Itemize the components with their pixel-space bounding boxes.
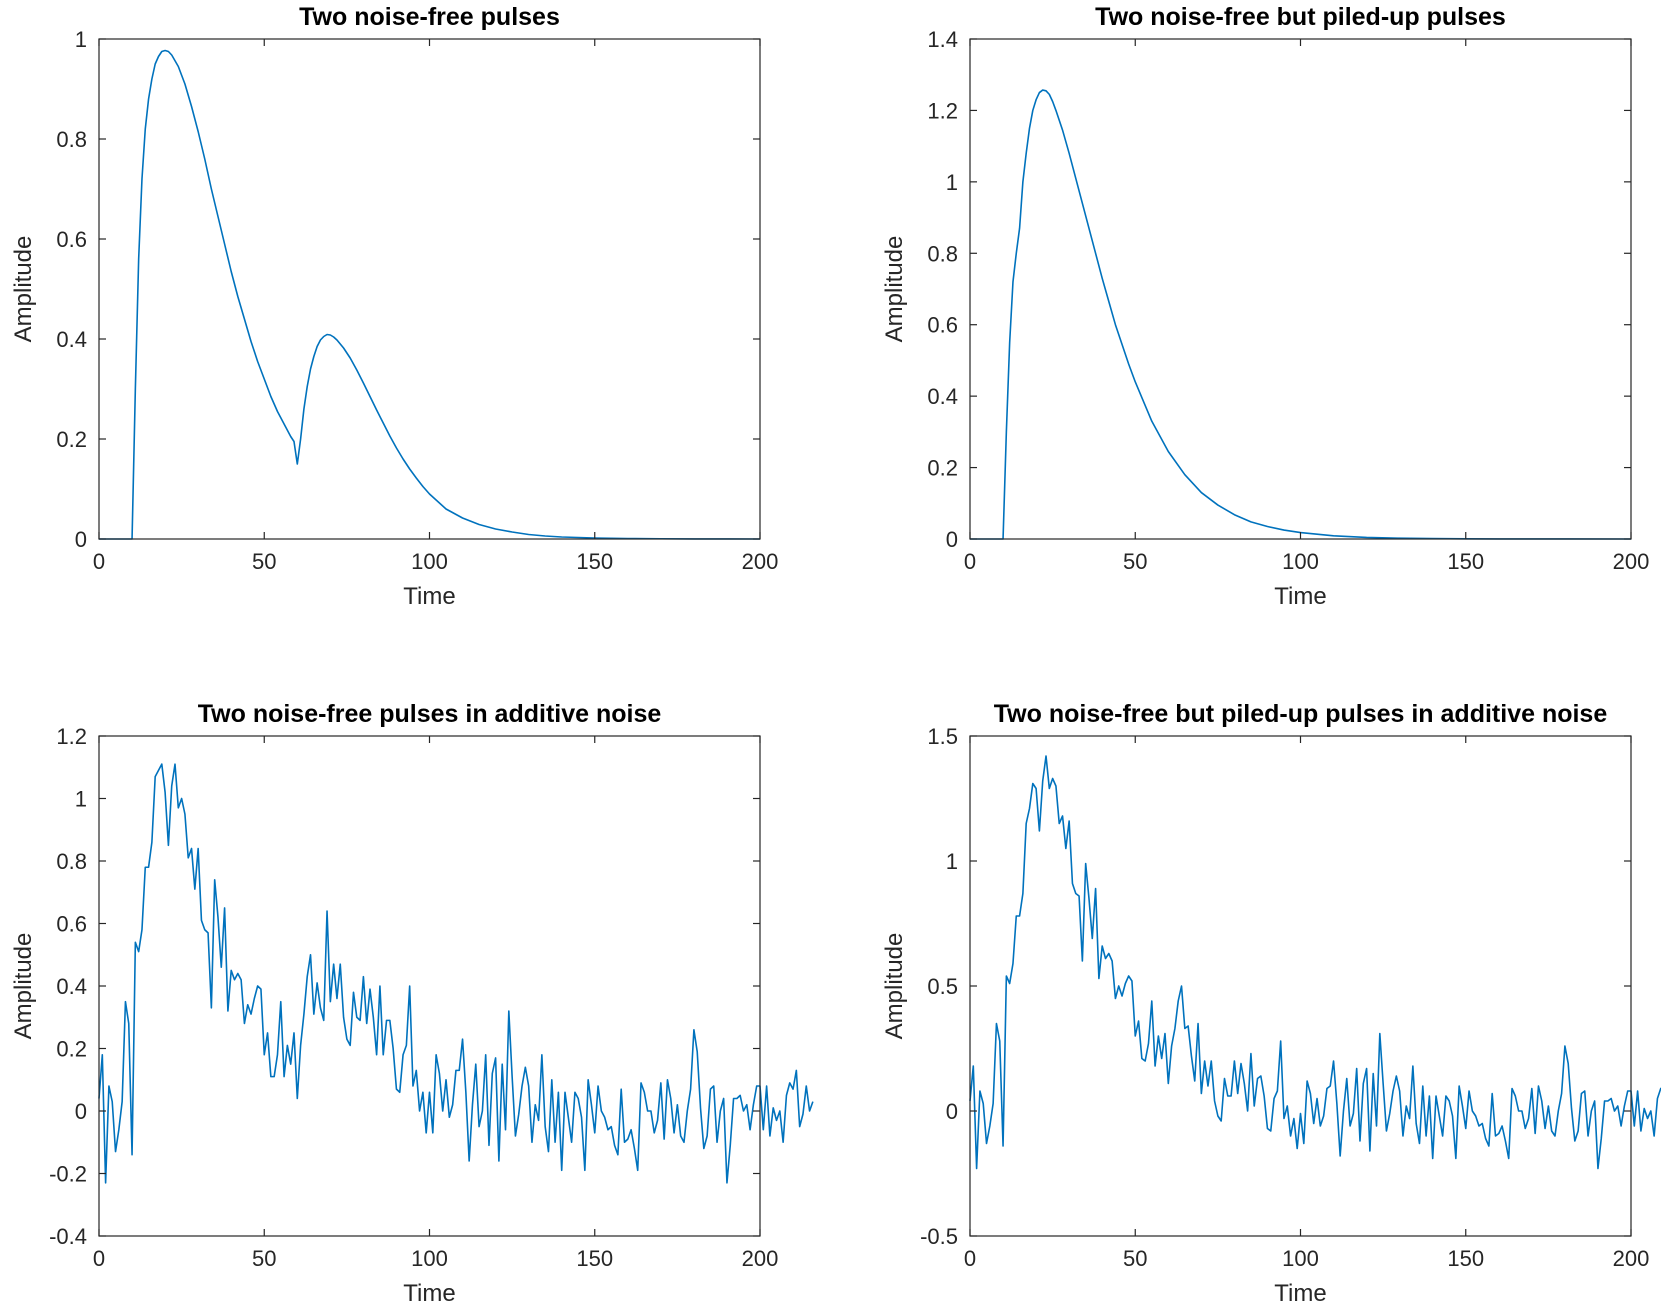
x-tick-label: 0 bbox=[93, 549, 105, 574]
y-tick-label: 0 bbox=[75, 1099, 87, 1124]
x-axis-label: Time bbox=[1274, 583, 1326, 610]
x-tick-label: 100 bbox=[1282, 549, 1319, 574]
x-tick-label: 200 bbox=[1613, 1246, 1650, 1271]
y-tick-label: 1.5 bbox=[927, 724, 958, 749]
x-tick-label: 50 bbox=[252, 549, 276, 574]
y-tick-label: 0 bbox=[946, 1099, 958, 1124]
y-tick-label: 1.2 bbox=[56, 724, 87, 749]
series-line bbox=[98, 763, 814, 1184]
y-axis-label: Amplitude bbox=[10, 236, 37, 343]
y-tick-label: 0.8 bbox=[927, 241, 958, 266]
y-tick-label: -0.2 bbox=[49, 1162, 87, 1187]
y-tick-label: 1 bbox=[946, 170, 958, 195]
series-line bbox=[969, 755, 1661, 1170]
y-tick-label: -0.5 bbox=[920, 1224, 958, 1249]
x-tick-label: 200 bbox=[742, 549, 779, 574]
y-tick-label: 1 bbox=[75, 787, 87, 812]
y-tick-label: 0.6 bbox=[56, 227, 87, 252]
x-tick-label: 200 bbox=[742, 1246, 779, 1271]
y-tick-label: -0.4 bbox=[49, 1224, 87, 1249]
chart-title: Two noise-free pulses bbox=[299, 3, 560, 31]
chart-title: Two noise-free but piled-up pulses in ad… bbox=[994, 700, 1608, 728]
x-tick-label: 50 bbox=[1123, 549, 1147, 574]
y-tick-label: 0.8 bbox=[56, 849, 87, 874]
x-tick-label: 150 bbox=[1447, 549, 1484, 574]
axes-frame bbox=[98, 735, 761, 1237]
subplot-1: 0 50 100 150 200 0 0.2 0.4 0.6 0.8 1 Two noise-free… bbox=[10, 3, 778, 610]
x-tick-label: 100 bbox=[411, 1246, 448, 1271]
y-tick-label: 1 bbox=[75, 27, 87, 52]
series-line bbox=[970, 89, 1632, 540]
x-axis-label: Time bbox=[403, 583, 455, 610]
x-axis-label: Time bbox=[403, 1280, 455, 1307]
y-tick-label: 1.4 bbox=[927, 27, 958, 52]
y-tick-label: 0.4 bbox=[927, 384, 958, 409]
y-tick-label: 0.8 bbox=[56, 127, 87, 152]
x-tick-label: 50 bbox=[252, 1246, 276, 1271]
y-tick-label: 1.2 bbox=[927, 98, 958, 123]
x-tick-label: 150 bbox=[576, 1246, 613, 1271]
subplot-3: 0 50 100 150 200 -0.4 -0.2 0 0.2 0.4 0.6 0.8 1 1.2 Two… bbox=[10, 700, 814, 1307]
y-tick-label: 0.2 bbox=[56, 427, 87, 452]
x-tick-label: 50 bbox=[1123, 1246, 1147, 1271]
x-axis-label: Time bbox=[1274, 1280, 1326, 1307]
y-tick-label: 1 bbox=[946, 849, 958, 874]
x-tick-label: 150 bbox=[576, 549, 613, 574]
y-tick-label: 0.5 bbox=[927, 974, 958, 999]
y-tick-label: 0.6 bbox=[56, 912, 87, 937]
series-line bbox=[99, 49, 761, 540]
y-axis-label: Amplitude bbox=[881, 236, 908, 343]
x-tick-label: 100 bbox=[1282, 1246, 1319, 1271]
x-tick-label: 0 bbox=[93, 1246, 105, 1271]
x-tick-label: 100 bbox=[411, 549, 448, 574]
x-tick-label: 0 bbox=[964, 1246, 976, 1271]
x-tick-label: 150 bbox=[1447, 1246, 1484, 1271]
y-axis-label: Amplitude bbox=[10, 933, 37, 1040]
axes-frame bbox=[969, 38, 1632, 540]
chart-title: Two noise-free but piled-up pulses bbox=[1095, 3, 1506, 31]
y-tick-label: 0.4 bbox=[56, 974, 87, 999]
axes-frame bbox=[969, 735, 1632, 1237]
subplot-2: 0 50 100 150 200 0 0.2 0.4 0.6 0.8 1 1.2 1.4 Two nois… bbox=[881, 3, 1649, 610]
y-axis-label: Amplitude bbox=[881, 933, 908, 1040]
x-tick-label: 0 bbox=[964, 549, 976, 574]
y-tick-label: 0.2 bbox=[56, 1037, 87, 1062]
y-tick-label: 0.4 bbox=[56, 327, 87, 352]
y-tick-label: 0.6 bbox=[927, 313, 958, 338]
axes-frame bbox=[98, 38, 761, 540]
y-tick-label: 0.2 bbox=[927, 456, 958, 481]
chart-title: Two noise-free pulses in additive noise bbox=[198, 700, 662, 728]
x-tick-label: 200 bbox=[1613, 549, 1650, 574]
y-tick-label: 0 bbox=[75, 527, 87, 552]
y-tick-label: 0 bbox=[946, 527, 958, 552]
